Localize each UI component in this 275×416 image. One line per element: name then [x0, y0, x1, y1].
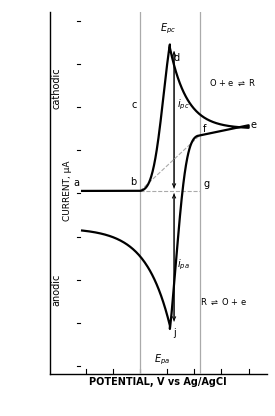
Text: c: c [131, 100, 137, 110]
Text: cathodic: cathodic [52, 67, 62, 109]
Text: b: b [131, 177, 137, 187]
Text: R $\rightleftharpoons$ O + e: R $\rightleftharpoons$ O + e [200, 297, 247, 307]
Text: a: a [73, 178, 79, 188]
Text: f: f [203, 124, 207, 134]
X-axis label: POTENTIAL, V vs Ag/AgCl: POTENTIAL, V vs Ag/AgCl [89, 377, 227, 387]
Text: $i_{pa}$: $i_{pa}$ [177, 258, 190, 272]
Text: $i_{pc}$: $i_{pc}$ [177, 98, 190, 112]
Text: d: d [173, 53, 179, 63]
Text: $E_{pa}$: $E_{pa}$ [154, 352, 170, 367]
Text: j: j [173, 328, 176, 338]
Text: O + e $\rightleftharpoons$ R: O + e $\rightleftharpoons$ R [209, 78, 256, 88]
Text: g: g [203, 179, 209, 189]
Text: e: e [251, 120, 257, 130]
Text: $E_{pc}$: $E_{pc}$ [160, 22, 176, 36]
Text: CURRENT, μA: CURRENT, μA [63, 161, 72, 221]
Text: anodic: anodic [52, 274, 62, 307]
